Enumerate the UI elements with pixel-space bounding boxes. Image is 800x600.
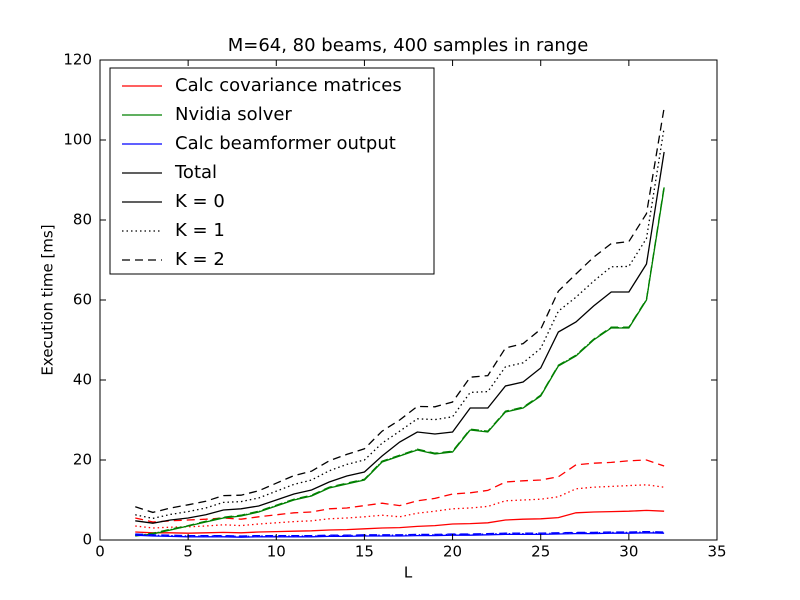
legend-label: Calc beamformer output [175, 133, 396, 154]
x-tick-label: 35 [707, 543, 726, 561]
data-line [135, 186, 665, 536]
legend-label: Calc covariance matrices [175, 75, 402, 96]
x-axis-label: L [404, 564, 413, 582]
x-tick-label: 5 [183, 543, 193, 561]
data-line [135, 530, 665, 537]
x-tick-label: 0 [95, 543, 105, 561]
legend-label: Nvidia solver [175, 104, 292, 125]
data-line [135, 127, 665, 520]
data-line [135, 187, 665, 537]
legend-label: K = 1 [175, 220, 225, 241]
legend-label: K = 2 [175, 249, 225, 270]
y-tick-label: 100 [63, 131, 92, 149]
data-line [135, 509, 665, 534]
legend-label: Total [174, 162, 217, 183]
y-tick-label: 20 [73, 451, 92, 469]
chart-title: M=64, 80 beams, 400 samples in range [228, 35, 589, 56]
x-tick-label: 15 [355, 543, 374, 561]
data-line [135, 151, 665, 524]
y-tick-label: 0 [82, 531, 92, 549]
data-line [135, 532, 665, 538]
legend-label: K = 0 [175, 191, 225, 212]
x-tick-label: 10 [267, 543, 286, 561]
data-line [135, 107, 665, 514]
data-line [135, 459, 665, 523]
legend-box [109, 67, 435, 275]
y-tick-label: 40 [73, 371, 92, 389]
y-tick-label: 120 [63, 51, 92, 69]
y-tick-label: 60 [73, 291, 92, 309]
x-tick-label: 30 [619, 543, 638, 561]
x-tick-label: 25 [531, 543, 550, 561]
y-tick-label: 80 [73, 211, 92, 229]
y-axis-label: Execution time [ms] [39, 224, 57, 375]
x-tick-label: 20 [443, 543, 462, 561]
